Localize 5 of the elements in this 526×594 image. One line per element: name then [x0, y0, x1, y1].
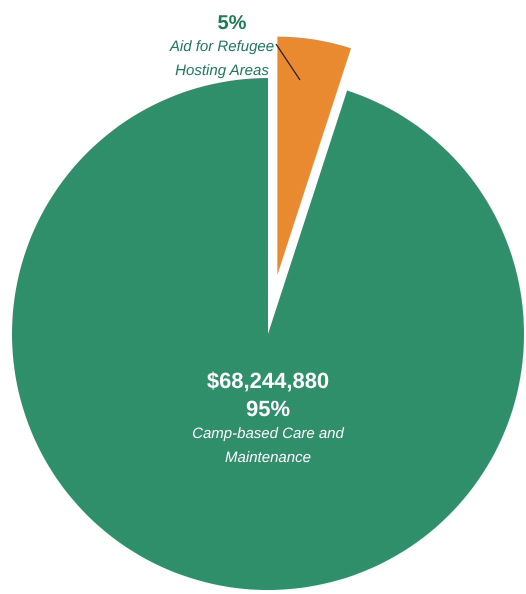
- text: $68,244,880: [206, 368, 330, 393]
- slice-label: Camp-based Care and Maintenance: [192, 425, 345, 466]
- data-label: 5%: [218, 12, 247, 34]
- data-label: 95%: [246, 396, 290, 421]
- slice-label: Aid for Refugee Hosting Areas: [168, 38, 274, 79]
